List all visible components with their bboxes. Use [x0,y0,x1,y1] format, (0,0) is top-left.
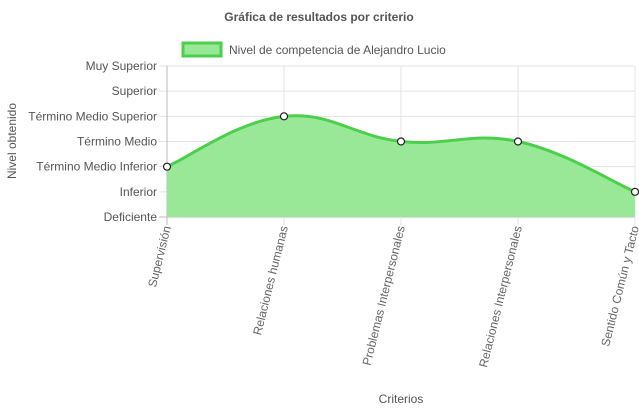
legend-swatch [181,41,223,58]
x-tick-label: Sentido Común y Tacto [598,224,639,348]
data-point[interactable] [396,137,406,146]
series-points [162,112,639,196]
chart-title: Gráfica de resultados por criterio [224,10,413,24]
y-tick-label: Deficiente [104,210,158,224]
y-axis-label: Nivel obtenido [5,103,19,179]
x-tick-label: Relaciones Interpersonales [476,224,525,368]
y-tick-label: Término Medio [77,135,157,149]
x-tick-label: Supervisión [145,224,174,288]
y-axis-ticks: Deficiente Inferior Término Medio Inferior… [28,59,157,224]
y-tick-label: Inferior [120,185,157,199]
data-point[interactable] [630,187,639,196]
y-tick-label: Superior [112,84,157,98]
x-tick-label: Problemas Interpersonales [360,224,408,367]
y-tick-label: Término Medio Superior [28,109,157,123]
legend-label: Nivel de competencia de Alejandro Lucio [229,43,446,57]
series-area-fill [167,115,635,217]
data-point[interactable] [162,162,172,171]
x-tick-label: Relaciones humanas [250,224,291,336]
x-axis-ticks: Supervisión Relaciones humanas Problemas I… [145,224,639,369]
x-axis-label: Criterios [379,392,424,406]
y-tick-label: Muy Superior [86,59,157,73]
data-point[interactable] [513,137,523,146]
y-tick-label: Término Medio Inferior [36,160,157,174]
legend[interactable]: Nivel de competencia de Alejandro Lucio [181,41,446,58]
data-point[interactable] [279,112,289,121]
